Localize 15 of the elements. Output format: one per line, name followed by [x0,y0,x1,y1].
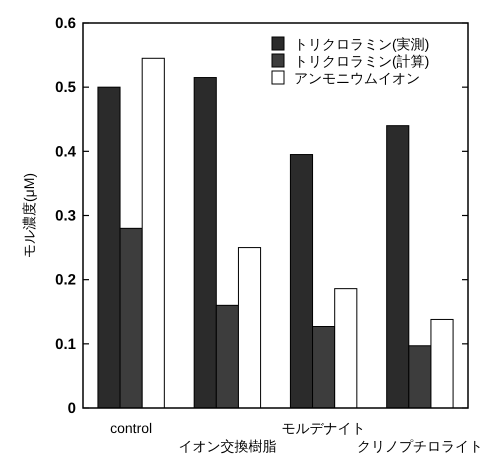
y-tick-label: 0 [68,400,76,417]
legend-label: トリクロラミン(実測) [294,36,430,52]
y-tick-label: 0.1 [55,336,76,353]
x-tick-label: モルデナイト [282,420,366,436]
y-axis-title: モル濃度(μM) [21,172,37,258]
legend-label: トリクロラミン(計算) [294,53,430,69]
x-tick-label: クリノプチロライト [356,438,483,454]
y-tick-label: 0.3 [55,208,76,224]
x-tick-label: イオン交換樹脂 [178,438,276,454]
x-tick-label: control [110,420,152,436]
y-tick-label: 0.6 [55,15,76,32]
y-tick-label: 0.5 [55,79,76,96]
y-tick-label: 0.2 [55,272,76,289]
y-tick-label: 0.4 [55,143,77,160]
legend-label: アンモニウムイオン [294,70,420,86]
